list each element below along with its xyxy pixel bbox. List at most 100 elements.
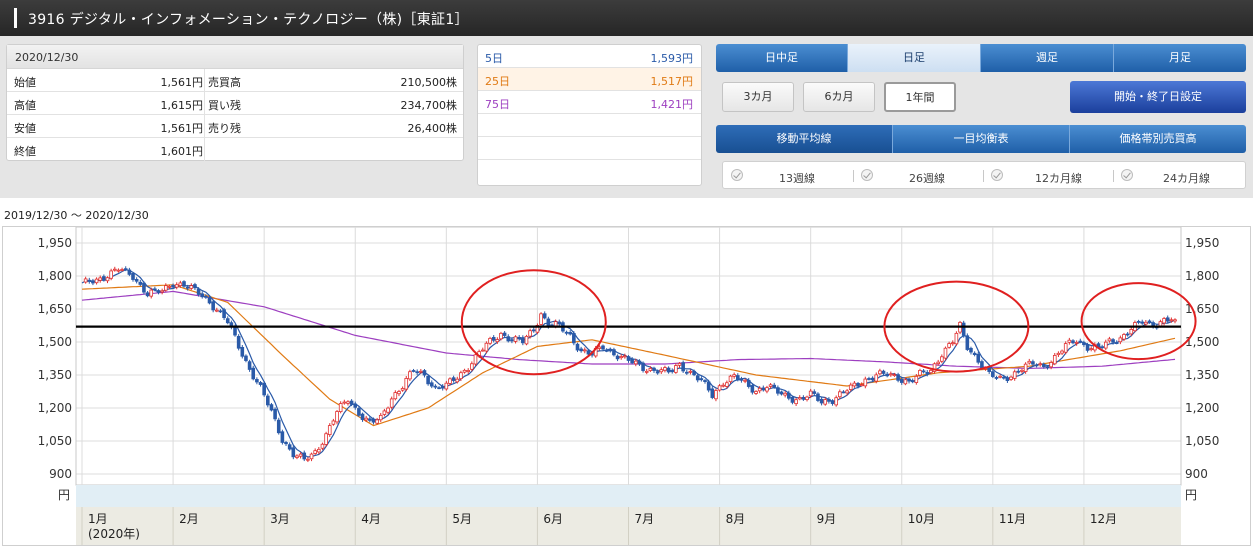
candle-body [743, 379, 747, 382]
candle-body [524, 335, 529, 345]
tab-daily[interactable]: 日足 [848, 44, 981, 72]
candle-body [695, 375, 700, 381]
ma5-row: 5日 1,593円 [478, 45, 701, 68]
candle-body [765, 387, 769, 392]
y-tick-label: 900 [1185, 467, 1208, 481]
candle-body [382, 410, 387, 415]
month-label: 9月 [817, 512, 837, 526]
check-icon[interactable] [861, 169, 873, 181]
candle-body [317, 448, 321, 453]
tab-moving-average[interactable]: 移動平均線 [716, 125, 893, 153]
candle-body [783, 392, 787, 396]
option-26week[interactable]: 26週線 [853, 162, 983, 190]
candle-body [863, 378, 868, 387]
candle-body [163, 285, 168, 291]
candle-body [1165, 317, 1170, 322]
candle-body [553, 321, 558, 327]
candle-body [878, 370, 882, 375]
candle-body [280, 431, 285, 443]
candle-body [597, 346, 602, 349]
range-3months-button[interactable]: 3カ月 [722, 82, 794, 112]
quote-panel: 2020/12/30 始値 1,561円 売買高 210,500株 高値 1,6… [6, 44, 464, 161]
tab-intraday[interactable]: 日中足 [716, 44, 848, 72]
candle-body [801, 396, 806, 399]
candle-body [200, 293, 205, 298]
candle-body [582, 349, 587, 352]
candle-body [160, 290, 164, 293]
candle-body [659, 369, 664, 373]
candle-body [965, 335, 970, 350]
candle-body [331, 420, 336, 425]
candle-body [1052, 355, 1057, 365]
candle-body [349, 400, 354, 405]
candle-body [575, 343, 580, 351]
candle-body [123, 268, 128, 271]
candle-body [236, 335, 241, 349]
candle-body [910, 380, 915, 383]
tab-ichimoku[interactable]: 一目均衡表 [893, 125, 1070, 153]
candle-body [531, 329, 536, 332]
candle-body [564, 331, 569, 334]
candle-body [444, 382, 449, 390]
candle-body [1169, 319, 1174, 322]
candle-body [991, 371, 995, 377]
range-6months-button[interactable]: 6カ月 [803, 82, 875, 112]
y-tick-label: 1,800 [1185, 269, 1219, 283]
candle-body [502, 332, 507, 336]
y-tick-label: 1,350 [1185, 368, 1219, 382]
candle-body [255, 379, 259, 383]
candle-body [666, 367, 671, 373]
candle-body [1023, 363, 1028, 372]
tab-volume-by-price[interactable]: 価格帯別売買高 [1070, 125, 1246, 153]
candle-body [1074, 341, 1079, 344]
ma75-value: 1,421円 [650, 98, 694, 111]
candle-body [178, 282, 183, 286]
option-24month[interactable]: 24カ月線 [1113, 162, 1245, 190]
range-1year-button[interactable]: 1年間 [884, 82, 956, 112]
candle-body [1103, 341, 1108, 349]
option-13week[interactable]: 13週線 [723, 162, 853, 190]
candle-body [542, 313, 547, 319]
candle-body [972, 352, 977, 356]
month-label: 6月 [543, 512, 563, 526]
check-icon[interactable] [991, 169, 1003, 181]
candle-body [400, 388, 405, 391]
check-icon[interactable] [731, 169, 743, 181]
candle-body [761, 387, 766, 391]
candle-body [776, 387, 780, 394]
candle-body [1082, 342, 1086, 346]
y-tick-label: 1,200 [1185, 401, 1219, 415]
candle-body [903, 379, 908, 385]
quote-label: 高値 [14, 99, 36, 112]
option-12month[interactable]: 12カ月線 [983, 162, 1113, 190]
candle-body [1071, 340, 1075, 344]
candle-body [834, 397, 838, 406]
candle-body [808, 390, 813, 397]
candle-body [426, 375, 430, 385]
candle-body [499, 332, 503, 340]
candle-body [787, 392, 791, 399]
ma75-label: 75日 [485, 98, 510, 111]
quote-value2: 26,400株 [407, 122, 458, 135]
option-divider [853, 170, 854, 182]
candle-body [120, 269, 124, 271]
candle-body [251, 367, 256, 380]
candle-body [371, 418, 376, 423]
candle-body [112, 268, 117, 271]
quote-row: 高値 1,615円 買い残 234,700株 [7, 92, 463, 115]
option-label: 13週線 [779, 172, 815, 185]
tab-monthly[interactable]: 月足 [1114, 44, 1246, 72]
set-date-range-button[interactable]: 開始・終了日設定 [1070, 81, 1246, 113]
candle-body [1136, 321, 1141, 323]
candle-body [138, 281, 143, 285]
candle-body [725, 382, 729, 387]
candle-body [918, 370, 922, 376]
candle-body [943, 347, 948, 359]
candle-body [1031, 361, 1035, 365]
candle-body [145, 292, 150, 297]
ma75-line [81, 290, 1176, 370]
check-icon[interactable] [1121, 169, 1133, 181]
tab-weekly[interactable]: 週足 [981, 44, 1114, 72]
candle-body [830, 400, 835, 404]
